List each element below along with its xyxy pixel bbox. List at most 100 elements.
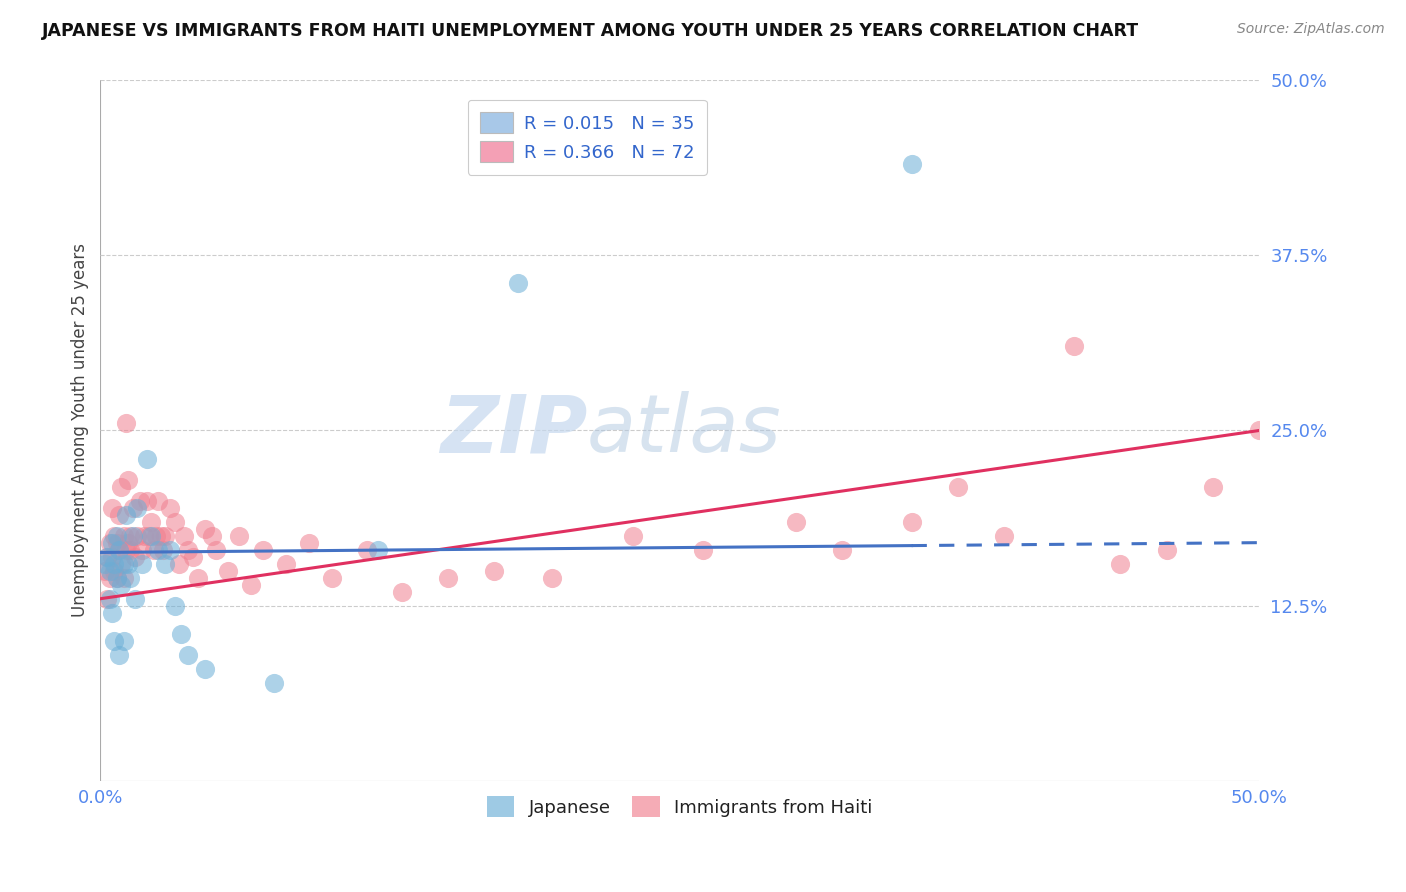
Point — [228, 528, 250, 542]
Point — [134, 528, 156, 542]
Point — [177, 542, 200, 557]
Point — [120, 542, 142, 557]
Point — [181, 549, 204, 564]
Point — [367, 542, 389, 557]
Point — [163, 515, 186, 529]
Point — [98, 571, 121, 585]
Point — [121, 500, 143, 515]
Point — [831, 542, 853, 557]
Point — [127, 500, 149, 515]
Point — [785, 515, 807, 529]
Point — [103, 557, 125, 571]
Point — [623, 528, 645, 542]
Point — [141, 528, 163, 542]
Point — [298, 535, 321, 549]
Point — [105, 571, 128, 585]
Point — [155, 528, 177, 542]
Point — [115, 417, 138, 431]
Point — [159, 542, 181, 557]
Point — [131, 557, 153, 571]
Point — [993, 528, 1015, 542]
Point — [148, 493, 170, 508]
Point — [105, 528, 128, 542]
Point — [117, 557, 139, 571]
Legend: Japanese, Immigrants from Haiti: Japanese, Immigrants from Haiti — [479, 789, 880, 824]
Point — [98, 564, 121, 578]
Point — [356, 542, 378, 557]
Point — [108, 542, 131, 557]
Point — [173, 528, 195, 542]
Point — [101, 549, 124, 564]
Text: JAPANESE VS IMMIGRANTS FROM HAITI UNEMPLOYMENT AMONG YOUTH UNDER 25 YEARS CORREL: JAPANESE VS IMMIGRANTS FROM HAITI UNEMPL… — [42, 22, 1139, 40]
Point — [105, 571, 128, 585]
Point — [1156, 542, 1178, 557]
Y-axis label: Unemployment Among Youth under 25 years: Unemployment Among Youth under 25 years — [72, 244, 89, 617]
Point — [506, 277, 529, 291]
Point — [145, 528, 167, 542]
Point — [112, 528, 135, 542]
Point — [263, 676, 285, 690]
Text: atlas: atlas — [588, 392, 782, 469]
Point — [112, 557, 135, 571]
Point — [1063, 339, 1085, 353]
Point — [138, 528, 160, 542]
Point — [128, 493, 150, 508]
Point — [103, 564, 125, 578]
Point — [252, 542, 274, 557]
Point — [108, 508, 131, 522]
Point — [108, 542, 131, 557]
Text: ZIP: ZIP — [440, 392, 588, 469]
Point — [120, 528, 142, 542]
Point — [96, 591, 118, 606]
Point — [692, 542, 714, 557]
Text: Source: ZipAtlas.com: Source: ZipAtlas.com — [1237, 22, 1385, 37]
Point — [101, 535, 124, 549]
Point — [105, 535, 128, 549]
Point — [103, 633, 125, 648]
Point — [167, 557, 190, 571]
Point — [110, 578, 132, 592]
Point — [274, 557, 297, 571]
Point — [124, 549, 146, 564]
Point — [108, 648, 131, 662]
Point — [240, 578, 263, 592]
Point — [121, 528, 143, 542]
Point — [391, 584, 413, 599]
Point — [177, 648, 200, 662]
Point — [112, 571, 135, 585]
Point — [201, 528, 224, 542]
Point — [163, 599, 186, 613]
Point — [115, 542, 138, 557]
Point — [96, 549, 118, 564]
Point — [135, 493, 157, 508]
Point — [112, 633, 135, 648]
Point — [205, 542, 228, 557]
Point — [541, 571, 564, 585]
Point — [131, 542, 153, 557]
Point — [141, 515, 163, 529]
Point — [120, 571, 142, 585]
Point — [1249, 424, 1271, 438]
Point — [148, 542, 170, 557]
Point — [98, 535, 121, 549]
Point — [437, 571, 460, 585]
Point — [194, 522, 217, 536]
Point — [1202, 479, 1225, 493]
Point — [194, 662, 217, 676]
Point — [484, 564, 506, 578]
Point — [155, 557, 177, 571]
Point — [101, 500, 124, 515]
Point — [115, 508, 138, 522]
Point — [152, 542, 174, 557]
Point — [135, 451, 157, 466]
Point — [101, 606, 124, 620]
Point — [159, 500, 181, 515]
Point — [110, 479, 132, 493]
Point — [127, 528, 149, 542]
Point — [96, 549, 118, 564]
Point — [187, 571, 209, 585]
Point — [149, 528, 172, 542]
Point — [900, 515, 922, 529]
Point — [94, 557, 117, 571]
Point — [124, 591, 146, 606]
